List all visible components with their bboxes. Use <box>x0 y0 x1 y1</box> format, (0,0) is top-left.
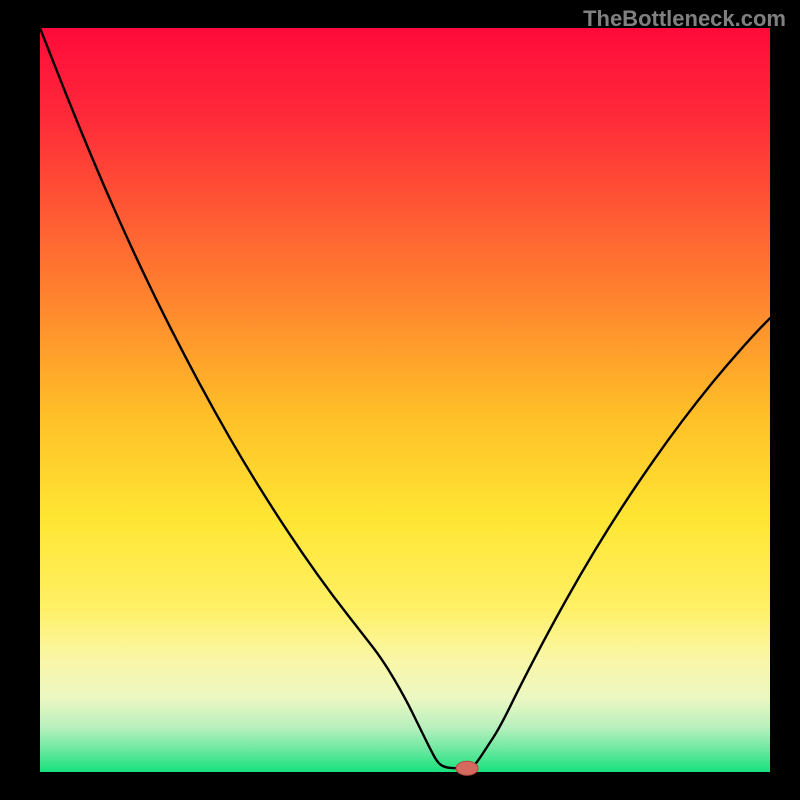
chart-canvas <box>0 0 800 800</box>
plot-area <box>40 28 770 772</box>
watermark-text: TheBottleneck.com <box>583 6 786 32</box>
bottleneck-chart: TheBottleneck.com <box>0 0 800 800</box>
optimal-marker <box>456 761 478 775</box>
